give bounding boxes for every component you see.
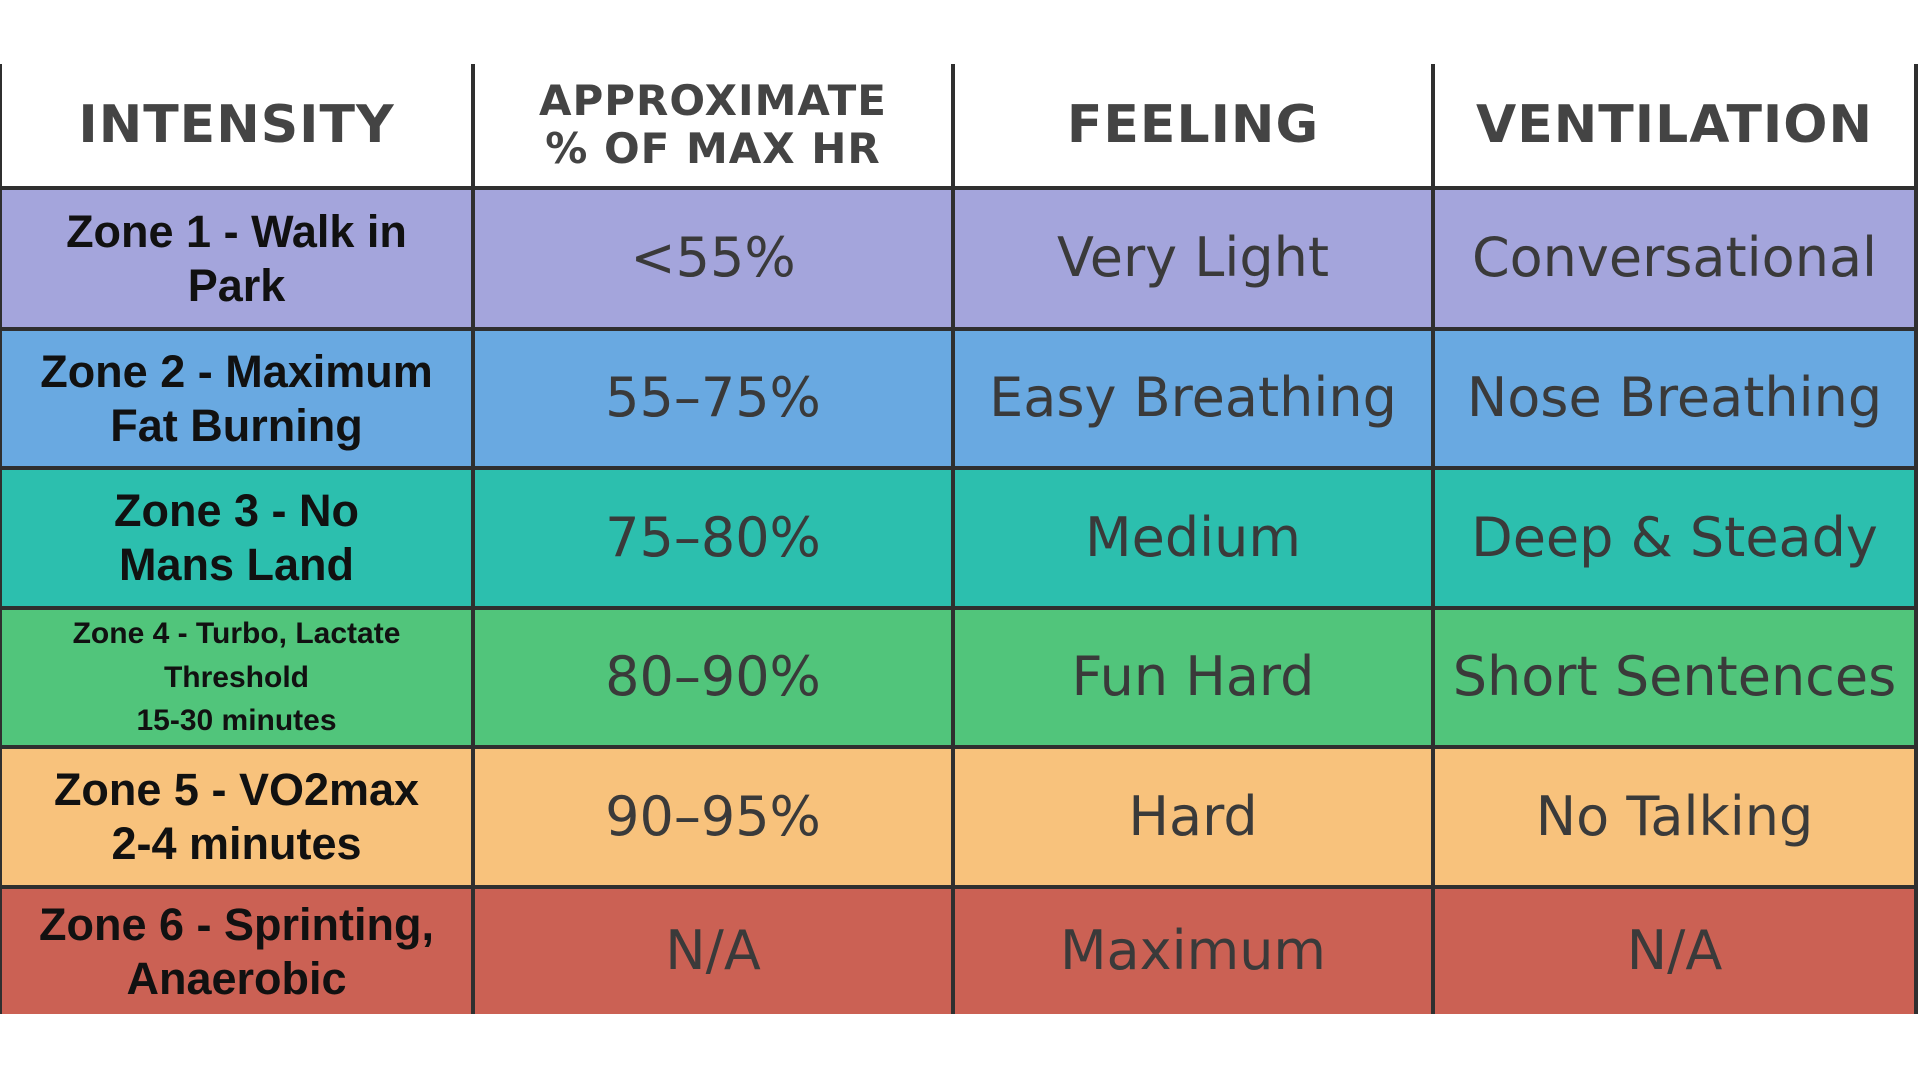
zone-value: Deep & Steady (1435, 470, 1918, 610)
zone-value: Medium (955, 470, 1435, 610)
zone-value: No Talking (1435, 749, 1918, 889)
zone-table: INTENSITY APPROXIMATE % OF MAX HR FEELING V… (0, 64, 1918, 1014)
zone-label: Zone 3 - No Mans Land (0, 470, 475, 610)
zone-value: Maximum (955, 889, 1435, 1014)
zone-value: Nose Breathing (1435, 331, 1918, 470)
zone-value: 80–90% (475, 610, 955, 749)
zone-value: Short Sentences (1435, 610, 1918, 749)
zone-label: Zone 5 - VO2max 2-4 minutes (0, 749, 475, 889)
zone-value: Very Light (955, 190, 1435, 331)
header-cell: INTENSITY (0, 64, 475, 190)
zone-value: Conversational (1435, 190, 1918, 331)
zone-label: Zone 4 - Turbo, Lactate Threshold 15-30 … (0, 610, 475, 749)
zone-label: Zone 2 - Maximum Fat Burning (0, 331, 475, 470)
zone-value: 55–75% (475, 331, 955, 470)
zone-value: Easy Breathing (955, 331, 1435, 470)
zone-value: Hard (955, 749, 1435, 889)
zone-value: Fun Hard (955, 610, 1435, 749)
zone-value: 90–95% (475, 749, 955, 889)
zone-label: Zone 6 - Sprinting, Anaerobic (0, 889, 475, 1014)
header-cell: APPROXIMATE % OF MAX HR (475, 64, 955, 190)
zone-label: Zone 1 - Walk in Park (0, 190, 475, 331)
zone-value: N/A (1435, 889, 1918, 1014)
header-cell: VENTILATION (1435, 64, 1918, 190)
zone-value: 75–80% (475, 470, 955, 610)
header-cell: FEELING (955, 64, 1435, 190)
zone-value: N/A (475, 889, 955, 1014)
zone-value: <55% (475, 190, 955, 331)
